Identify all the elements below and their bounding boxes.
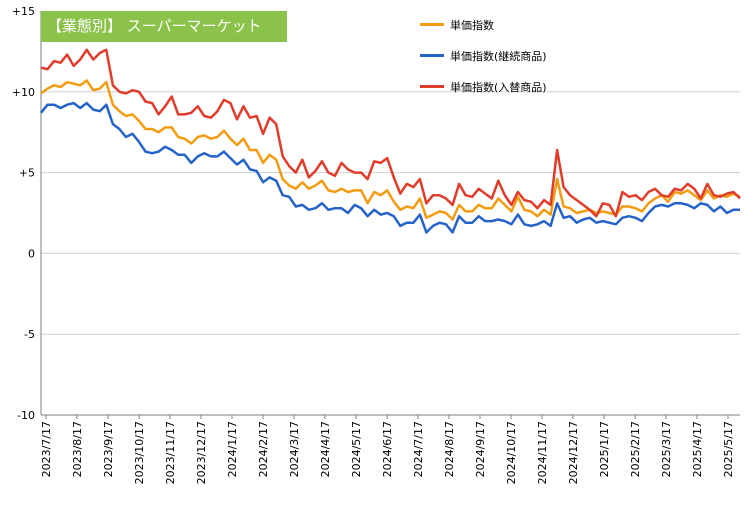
series-line-1 [40, 101, 740, 234]
y-tick-label: +5 [19, 167, 35, 180]
x-tick-label: 2025/2/17 [629, 421, 642, 477]
legend-item-replaced: 単価指数(入替商品) [420, 76, 570, 97]
axes [40, 11, 740, 419]
x-tick-label: 2024/7/17 [412, 421, 425, 477]
y-tick-label: +10 [12, 86, 35, 99]
x-tick-label: 2023/7/17 [40, 421, 53, 477]
legend-item-continuing: 単価指数(継続商品) [420, 45, 570, 66]
x-tick-label: 2025/4/17 [691, 421, 704, 477]
legend-swatch [420, 23, 444, 26]
x-tick-label: 2023/12/17 [195, 421, 208, 484]
y-tick-labels: +15 +10 +5 0 -5 -10 [12, 5, 35, 422]
x-tick-label: 2023/10/17 [133, 421, 146, 484]
x-tick-label: 2025/5/17 [722, 421, 735, 477]
chart-title: 【業態別】 スーパーマーケット [41, 11, 287, 42]
legend-label: 単価指数(継続商品) [450, 49, 547, 63]
series-lines [40, 48, 741, 234]
series-line-2 [40, 48, 741, 218]
y-tick-label: -10 [17, 409, 35, 422]
legend: 単価指数 単価指数(継続商品) 単価指数(入替商品) [420, 14, 570, 107]
y-tick-label: -5 [24, 328, 35, 341]
x-tick-label: 2024/4/17 [319, 421, 332, 477]
x-tick-label: 2024/2/17 [257, 421, 270, 477]
series-line-0 [40, 79, 741, 221]
x-tick-label: 2023/8/17 [71, 421, 84, 477]
x-tick-label: 2025/1/17 [598, 421, 611, 477]
x-tick-label: 2024/1/17 [226, 421, 239, 477]
legend-label: 単価指数(入替商品) [450, 80, 547, 94]
x-tick-label: 2024/9/17 [474, 421, 487, 477]
x-tick-label: 2024/8/17 [443, 421, 456, 477]
legend-swatch [420, 85, 444, 88]
x-tick-labels: 2023/7/17 2023/8/17 2023/9/17 2023/10/17 202… [40, 421, 735, 484]
y-tick-label: 0 [28, 247, 35, 260]
x-tick-label: 2024/5/17 [350, 421, 363, 477]
x-tick-label: 2024/6/17 [381, 421, 394, 477]
x-tick-label: 2023/9/17 [102, 421, 115, 477]
x-tick-label: 2023/11/17 [164, 421, 177, 484]
legend-swatch [420, 54, 444, 57]
legend-item-unit-price: 単価指数 [420, 14, 570, 35]
x-tick-label: 2024/11/17 [536, 421, 549, 484]
x-tick-label: 2024/3/17 [288, 421, 301, 477]
x-tick-label: 2025/3/17 [660, 421, 673, 477]
x-tick-label: 2024/12/17 [567, 421, 580, 484]
legend-label: 単価指数 [450, 18, 494, 32]
gridlines [41, 91, 740, 335]
y-tick-label: +15 [12, 5, 35, 18]
x-tick-label: 2024/10/17 [505, 421, 518, 484]
